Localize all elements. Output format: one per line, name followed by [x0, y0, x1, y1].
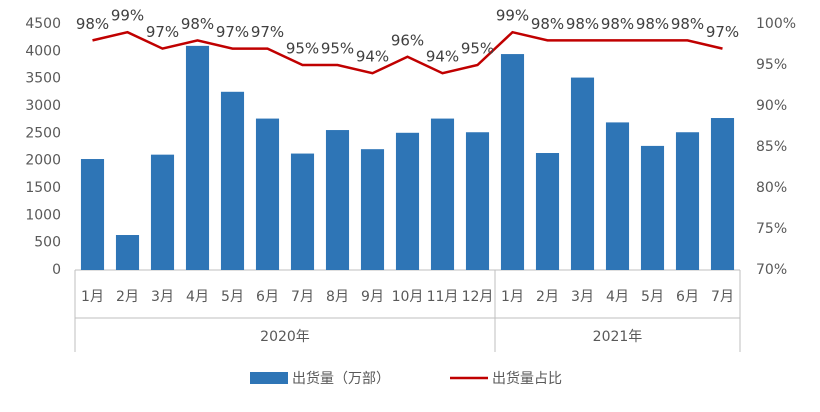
x-tick-label: 10月	[392, 289, 424, 305]
y-tick-label: 3000	[25, 98, 61, 114]
data-label: 99%	[111, 7, 144, 25]
data-label: 95%	[321, 40, 354, 58]
y-tick-label: 3500	[25, 71, 61, 87]
x-tick-label: 4月	[606, 289, 629, 305]
bar	[605, 122, 630, 271]
x-tick-label: 1月	[501, 289, 524, 305]
x-tick-label: 7月	[711, 289, 734, 305]
y2-tick-label: 85%	[756, 139, 787, 155]
data-label: 94%	[356, 48, 389, 66]
group-label: 2020年	[260, 329, 310, 345]
legend-label: 出货量占比	[492, 370, 562, 387]
x-tick-label: 9月	[361, 289, 384, 305]
data-label: 97%	[216, 23, 249, 41]
y2-tick-label: 90%	[756, 98, 787, 114]
y-tick-label: 1000	[25, 207, 61, 223]
bar	[710, 118, 735, 270]
x-tick-label: 2月	[116, 289, 139, 305]
y-tick-label: 2500	[25, 125, 61, 141]
x-tick-label: 1月	[81, 289, 104, 305]
bar	[535, 153, 560, 270]
legend-label: 出货量（万部）	[292, 370, 390, 387]
data-label: 98%	[76, 15, 109, 33]
bar	[465, 132, 490, 270]
x-tick-label: 5月	[221, 289, 244, 305]
x-tick-label: 6月	[256, 289, 279, 305]
bar	[185, 45, 210, 270]
group-label: 2021年	[593, 329, 643, 345]
data-label: 97%	[146, 23, 179, 41]
data-label: 98%	[566, 15, 599, 33]
x-tick-label: 11月	[427, 289, 459, 305]
bar	[640, 145, 665, 270]
bar	[115, 235, 140, 270]
data-label: 97%	[706, 23, 739, 41]
data-label: 98%	[181, 15, 214, 33]
x-tick-label: 4月	[186, 289, 209, 305]
data-label: 95%	[461, 40, 494, 58]
x-tick-label: 6月	[676, 289, 699, 305]
bar	[430, 118, 455, 270]
bar	[290, 153, 315, 270]
data-label: 95%	[286, 40, 319, 58]
data-label: 98%	[671, 15, 704, 33]
bar	[220, 91, 245, 270]
y-tick-label: 1500	[25, 180, 61, 196]
legend-swatch	[250, 372, 288, 384]
y2-tick-label: 95%	[756, 57, 787, 73]
data-label: 98%	[601, 15, 634, 33]
x-tick-label: 3月	[571, 289, 594, 305]
x-tick-label: 5月	[641, 289, 664, 305]
y2-tick-label: 70%	[756, 262, 787, 278]
x-tick-label: 12月	[462, 289, 494, 305]
data-label: 94%	[426, 48, 459, 66]
bar	[150, 154, 175, 270]
x-tick-label: 3月	[151, 289, 174, 305]
y2-tick-label: 100%	[756, 16, 796, 32]
y-tick-label: 4000	[25, 43, 61, 59]
bar	[570, 77, 595, 270]
y-tick-label: 2000	[25, 153, 61, 169]
data-label: 97%	[251, 23, 284, 41]
y-tick-label: 4500	[25, 16, 61, 32]
bar	[675, 132, 700, 270]
x-tick-label: 7月	[291, 289, 314, 305]
data-label: 98%	[531, 15, 564, 33]
y2-tick-label: 75%	[756, 221, 787, 237]
bar	[360, 149, 385, 270]
data-label: 98%	[636, 15, 669, 33]
x-tick-label: 8月	[326, 289, 349, 305]
y2-tick-label: 80%	[756, 180, 787, 196]
y-tick-label: 500	[34, 235, 61, 251]
bar	[255, 118, 280, 270]
y-tick-label: 0	[52, 262, 61, 278]
x-tick-label: 2月	[536, 289, 559, 305]
line	[92, 30, 723, 75]
data-label: 99%	[496, 7, 529, 25]
data-label: 96%	[391, 31, 424, 49]
bar	[325, 130, 350, 270]
bar	[80, 159, 105, 270]
bar	[500, 54, 525, 270]
bar	[395, 132, 420, 270]
